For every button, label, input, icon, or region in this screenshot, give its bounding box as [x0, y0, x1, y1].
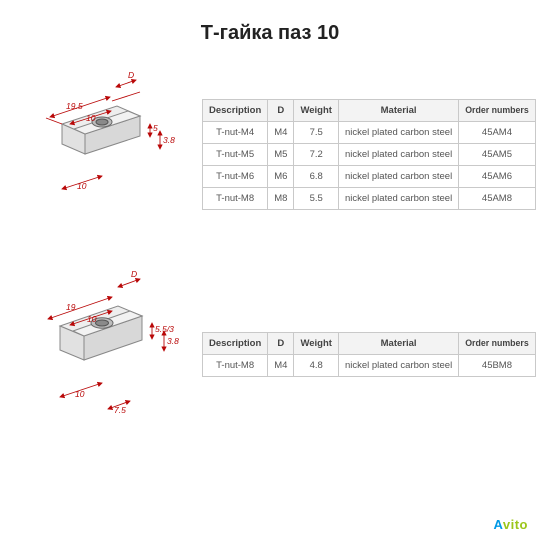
cell-ord: 45AM8 [459, 187, 536, 209]
section-1: 19.5 10 D 10 5 3.8 Description D Weight … [12, 69, 528, 239]
cell-mat: nickel plated carbon steel [338, 187, 458, 209]
dim-outer-w-b: 19 [66, 302, 76, 312]
cell-d: M6 [268, 165, 294, 187]
th-order: Order numbers [459, 99, 536, 121]
cell-d: M8 [268, 187, 294, 209]
th-description: Description [203, 332, 268, 354]
dim-d-b: D [131, 269, 137, 279]
cell-ord: 45AM6 [459, 165, 536, 187]
watermark-part2: vito [503, 517, 528, 532]
page: Т-гайка паз 10 [0, 0, 540, 540]
dim-outer-w-a: 19.5 [66, 101, 83, 111]
table-row: T-nut-M4 M4 7.5 nickel plated carbon ste… [203, 121, 536, 143]
table-row: T-nut-M8 M4 4.8 nickel plated carbon ste… [203, 354, 536, 376]
dim-bottom-w-b: 10 [75, 389, 85, 399]
cell-w: 4.8 [294, 354, 339, 376]
dim-h2-b: 3.8 [167, 336, 179, 346]
th-material: Material [338, 99, 458, 121]
cell-d: M5 [268, 143, 294, 165]
table-row: T-nut-M8 M8 5.5 nickel plated carbon ste… [203, 187, 536, 209]
cell-desc: T-nut-M8 [203, 354, 268, 376]
watermark-logo: Avito [493, 517, 528, 532]
cell-mat: nickel plated carbon steel [338, 165, 458, 187]
cell-mat: nickel plated carbon steel [338, 143, 458, 165]
dim-h1-a: 5 [153, 123, 158, 133]
dim-d-a: D [128, 70, 134, 80]
page-title: Т-гайка паз 10 [12, 22, 528, 45]
cell-desc: T-nut-M5 [203, 143, 268, 165]
th-description: Description [203, 99, 268, 121]
dim-inner-w-b: 10 [87, 314, 97, 324]
cell-w: 7.2 [294, 143, 339, 165]
cell-ord: 45AM5 [459, 143, 536, 165]
th-d: D [268, 332, 294, 354]
cell-desc: T-nut-M8 [203, 187, 268, 209]
th-weight: Weight [294, 332, 339, 354]
th-weight: Weight [294, 99, 339, 121]
table-row: T-nut-M5 M5 7.2 nickel plated carbon ste… [203, 143, 536, 165]
section-2: 19 10 D 10 5.5/3 3.8 7.5 Description D W… [12, 269, 528, 439]
cell-desc: T-nut-M4 [203, 121, 268, 143]
dim-h2-a: 3.8 [163, 135, 175, 145]
cell-ord: 45BM8 [459, 354, 536, 376]
cell-ord: 45AM4 [459, 121, 536, 143]
dim-inner-w-a: 10 [86, 113, 96, 123]
cell-d: M4 [268, 121, 294, 143]
cell-mat: nickel plated carbon steel [338, 121, 458, 143]
cell-desc: T-nut-M6 [203, 165, 268, 187]
dim-h1-b: 5.5/3 [155, 324, 174, 334]
cell-mat: nickel plated carbon steel [338, 354, 458, 376]
diagram-tnut-b: 19 10 D 10 5.5/3 3.8 7.5 [12, 269, 182, 439]
cell-d: M4 [268, 354, 294, 376]
table-header-row: Description D Weight Material Order numb… [203, 99, 536, 121]
dim-bottom-w-a: 10 [77, 181, 87, 191]
table-header-row: Description D Weight Material Order numb… [203, 332, 536, 354]
dim-side-h-b: 7.5 [114, 405, 126, 415]
th-material: Material [338, 332, 458, 354]
table-row: T-nut-M6 M6 6.8 nickel plated carbon ste… [203, 165, 536, 187]
cell-w: 6.8 [294, 165, 339, 187]
th-order: Order numbers [459, 332, 536, 354]
spec-table-1: Description D Weight Material Order numb… [202, 99, 536, 210]
cell-w: 5.5 [294, 187, 339, 209]
cell-w: 7.5 [294, 121, 339, 143]
th-d: D [268, 99, 294, 121]
diagram-tnut-a: 19.5 10 D 10 5 3.8 [12, 69, 182, 239]
spec-table-2: Description D Weight Material Order numb… [202, 332, 536, 377]
watermark-part1: A [493, 517, 502, 532]
